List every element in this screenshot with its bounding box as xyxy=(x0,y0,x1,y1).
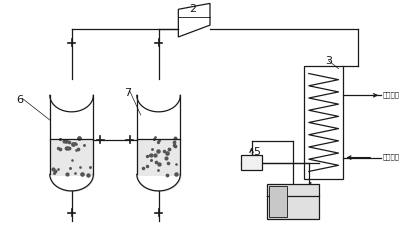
Text: 3: 3 xyxy=(326,56,333,66)
Text: 7: 7 xyxy=(124,88,131,98)
Text: 4: 4 xyxy=(306,182,313,192)
Polygon shape xyxy=(50,95,93,191)
Bar xyxy=(304,66,344,179)
Text: 5: 5 xyxy=(254,147,261,157)
Text: 冷却水进: 冷却水进 xyxy=(383,153,400,160)
Bar xyxy=(267,184,319,219)
Polygon shape xyxy=(137,95,180,191)
Bar xyxy=(269,186,287,217)
Text: 2: 2 xyxy=(189,4,196,14)
Text: 6: 6 xyxy=(16,95,23,105)
Bar xyxy=(241,155,262,170)
Text: 冷却水出: 冷却水出 xyxy=(383,91,400,98)
